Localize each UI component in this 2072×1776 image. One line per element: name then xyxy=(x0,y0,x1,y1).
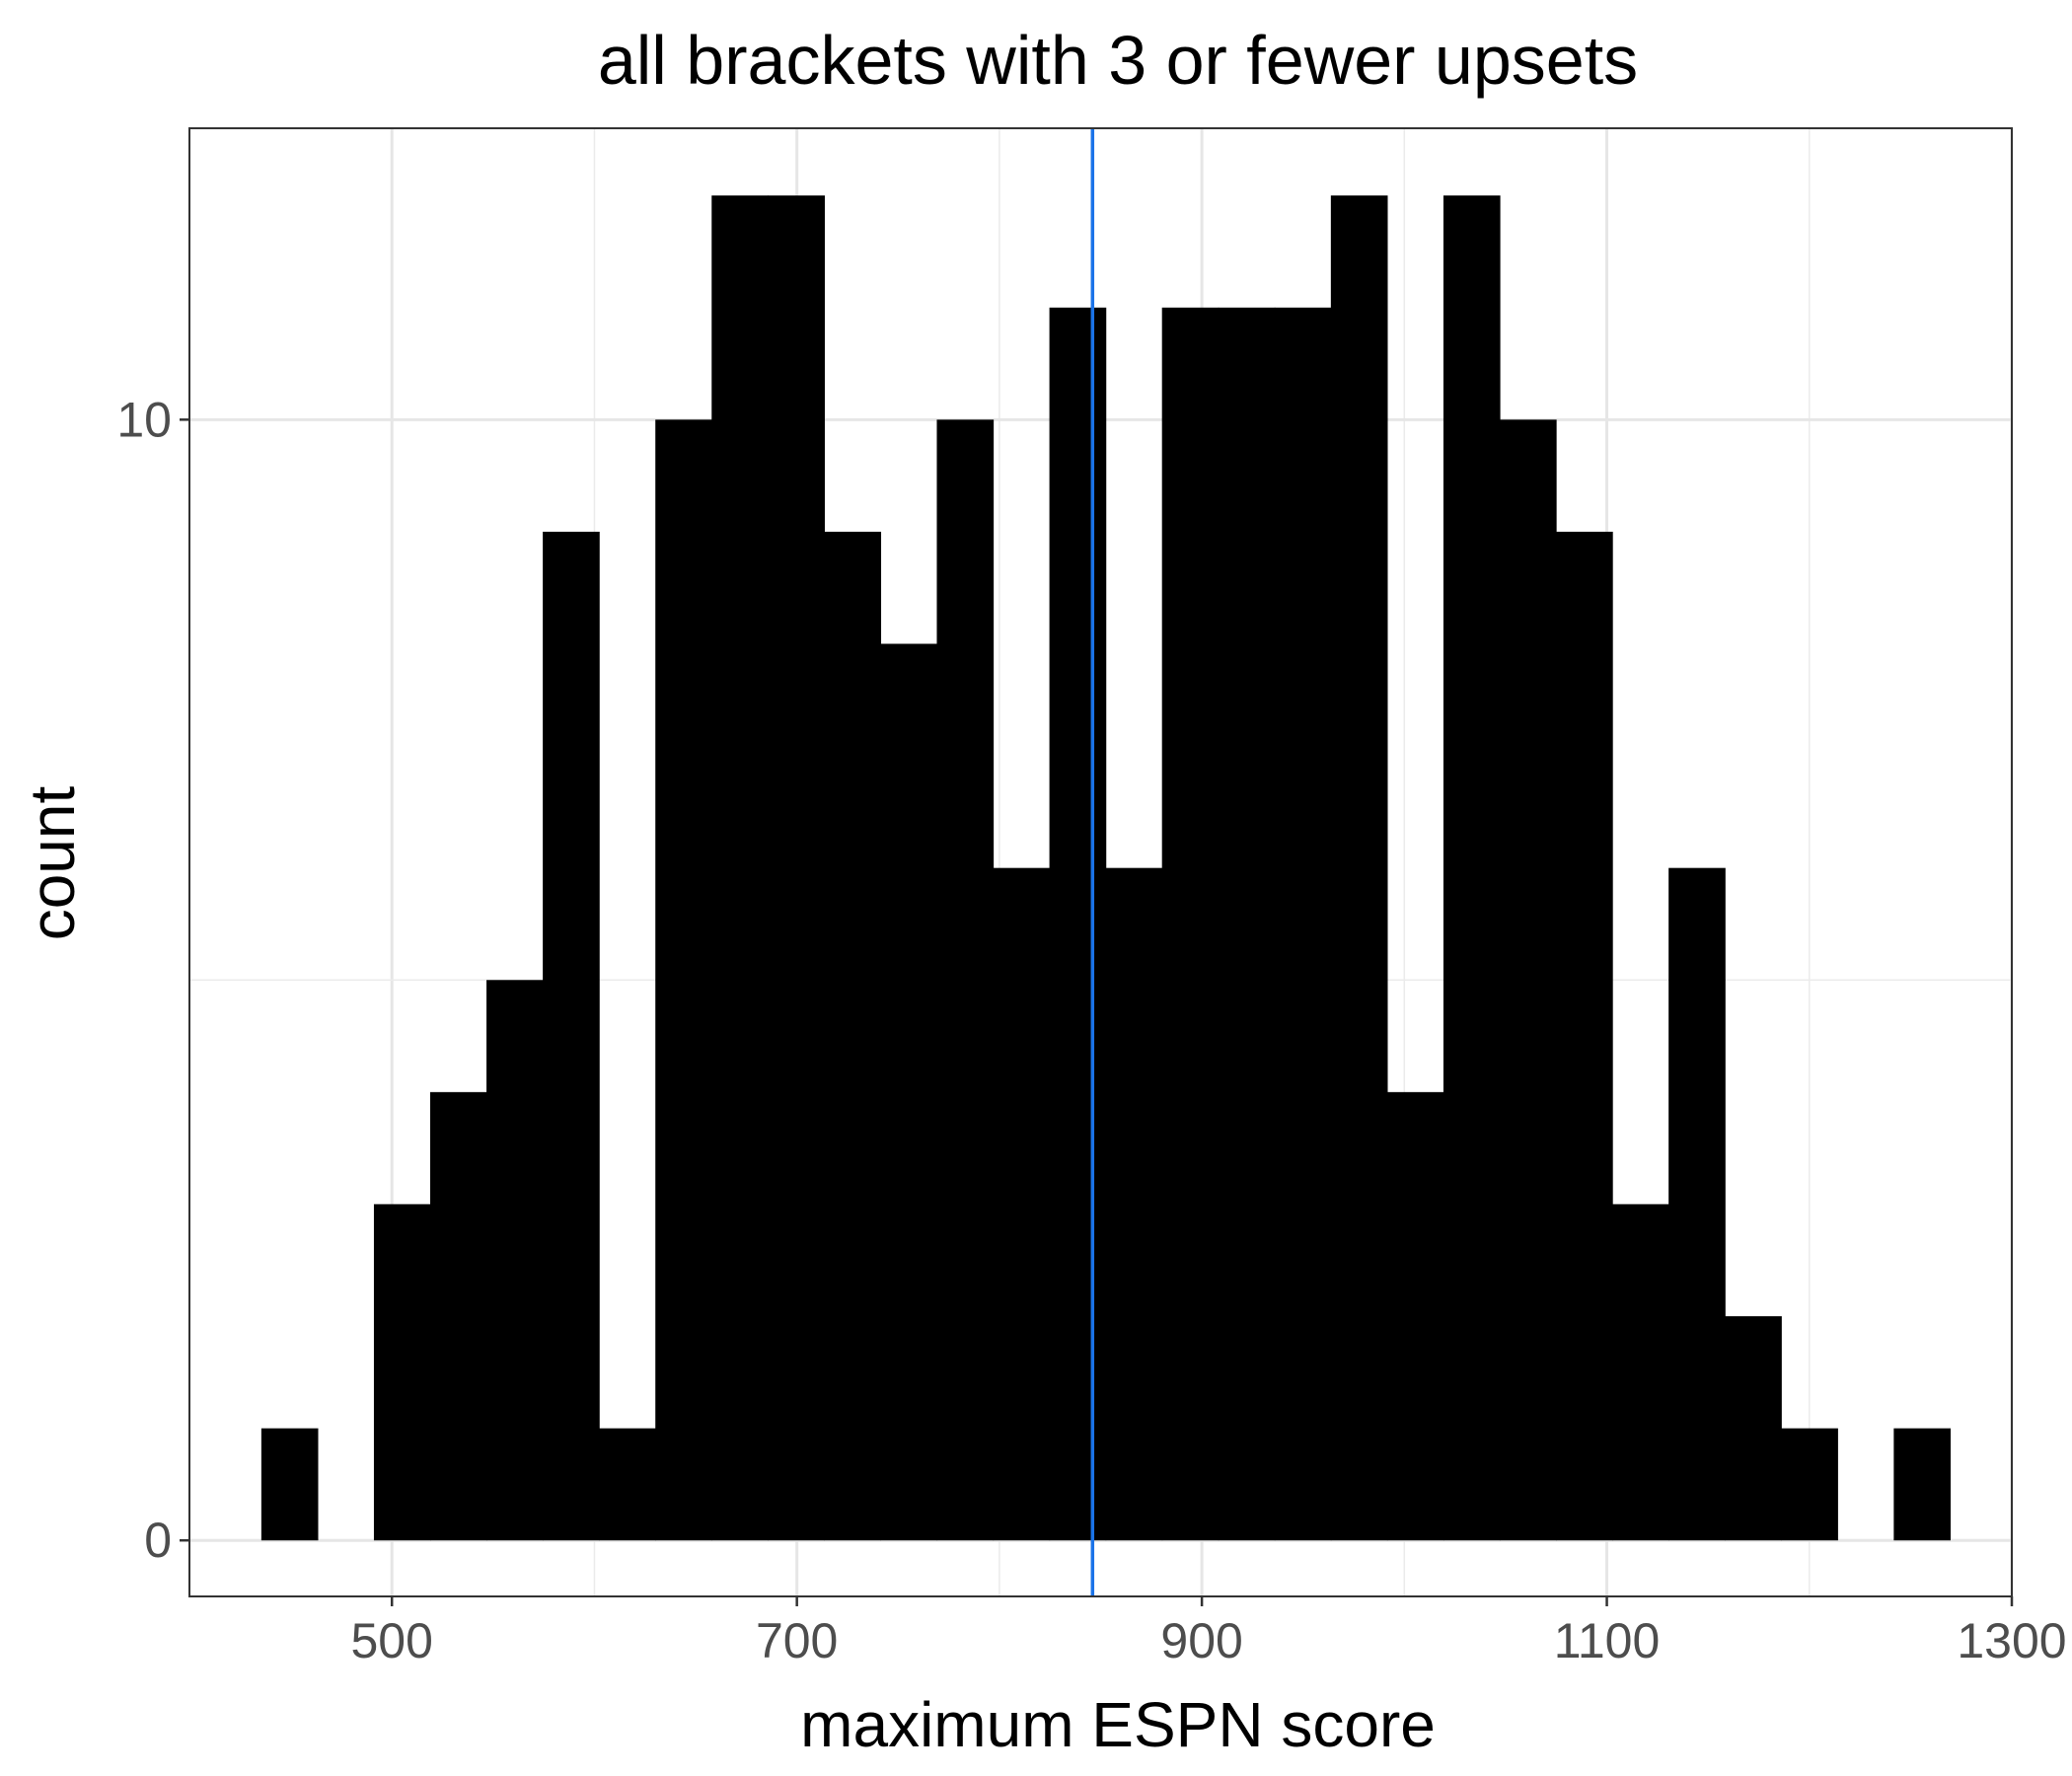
histogram-bar xyxy=(1161,307,1220,1541)
histogram-bar xyxy=(260,1428,319,1541)
histogram-bar xyxy=(1556,531,1613,1541)
histogram-bar xyxy=(1668,867,1726,1541)
histogram-bar xyxy=(373,1204,431,1541)
histogram-bar xyxy=(655,419,712,1541)
y-axis-ticks: 0 10 xyxy=(116,392,189,1568)
plot-panel-border xyxy=(188,127,2013,1597)
histogram-bar xyxy=(880,643,938,1541)
x-axis-ticks: 500 700 900 1100 1300 xyxy=(351,1596,2067,1668)
histogram-bar xyxy=(711,195,769,1541)
histogram-bar xyxy=(936,419,995,1541)
histogram-bar xyxy=(599,1428,656,1541)
histogram-bar xyxy=(1499,419,1557,1541)
x-tick-label: 1100 xyxy=(1554,1613,1661,1668)
histogram-bar xyxy=(543,531,600,1541)
histogram-bar xyxy=(486,980,544,1541)
histogram-bar xyxy=(768,195,825,1541)
histogram-bar xyxy=(1274,307,1332,1541)
histogram-bar xyxy=(1443,195,1501,1541)
histogram-bar xyxy=(430,1091,487,1541)
x-tick-label: 900 xyxy=(1160,1613,1242,1668)
chart-title: all brackets with 3 or fewer upsets xyxy=(598,22,1638,99)
histogram-bar xyxy=(824,531,882,1541)
y-tick-label: 10 xyxy=(116,392,172,447)
histogram-bar xyxy=(1893,1428,1952,1541)
x-tick-label: 500 xyxy=(351,1613,433,1668)
histogram-bar xyxy=(1049,307,1107,1541)
histogram-bar xyxy=(1105,867,1163,1541)
histogram-bar xyxy=(1725,1316,1782,1541)
histogram-bar xyxy=(1386,1091,1444,1541)
histogram-bar xyxy=(1218,307,1276,1541)
x-tick-label: 700 xyxy=(756,1613,838,1668)
x-tick-label: 1300 xyxy=(1957,1613,2066,1668)
y-axis-title: count xyxy=(17,786,88,941)
histogram-bar xyxy=(993,867,1051,1541)
histogram-bar xyxy=(1781,1428,1838,1541)
x-axis-title: maximum ESPN score xyxy=(800,1689,1436,1760)
histogram-bar xyxy=(1330,195,1388,1541)
histogram-bars xyxy=(260,195,1952,1541)
histogram-bar xyxy=(1612,1204,1669,1541)
y-tick-label: 0 xyxy=(144,1513,172,1568)
